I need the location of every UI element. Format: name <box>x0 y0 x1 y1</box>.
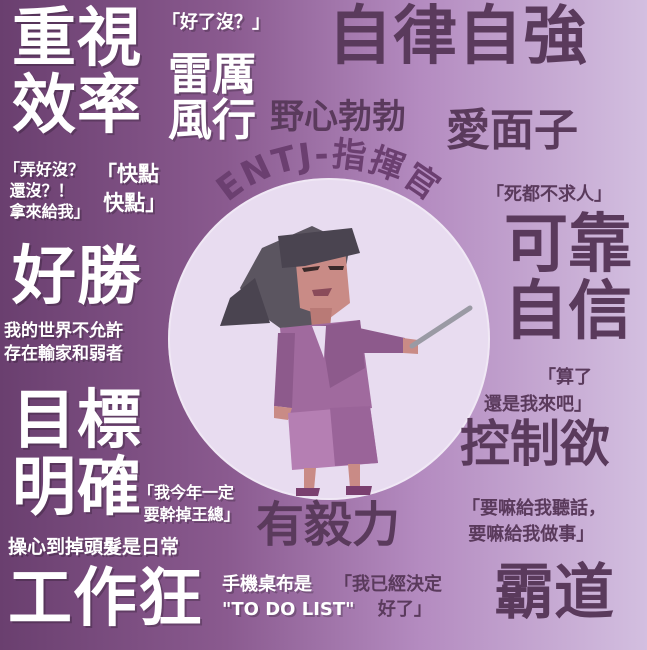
phrase-caoxin: 操心到掉頭髮是日常 <box>8 536 180 558</box>
phrase-yaoma: 「要嘛給我聽話， 要嘛給我做事」 <box>462 498 606 546</box>
phrase-zhongshi-xiaolv: 重視 效率 <box>12 2 142 144</box>
phrase-yexin-bobo: 野心勃勃 <box>270 97 406 137</box>
phrase-haosheng: 好勝 <box>12 240 142 314</box>
phrase-ai-mianzi: 愛面子 <box>446 105 578 156</box>
phrase-kekao-zixin: 可靠 自信 <box>504 208 632 350</box>
phrase-yijing-jueding: 「我已經決定 好了」 <box>334 574 442 621</box>
phrase-sidu-buqiuren: 「死都不求人」 <box>486 184 612 205</box>
phrase-badao: 霸道 <box>494 558 614 628</box>
phrase-leili-fengxing: 雷厲 風行 <box>168 49 256 147</box>
phrase-shouji-zhuobu: 手機桌布是 "TO DO LIST" <box>222 574 355 621</box>
phrase-haole-mei: 「好了沒？」 <box>162 12 270 33</box>
phrase-you-yili: 有毅力 <box>256 497 401 553</box>
phrase-mubiao-mingque: 目標 明確 <box>12 384 142 526</box>
phrase-kuaidian: 「快點 快點」 <box>96 162 167 216</box>
phrase-kongzhiyu: 控制欲 <box>460 415 610 473</box>
phrase-nonghao-mei: 「弄好沒？ 還沒？！ 拿來給我」 <box>4 160 90 221</box>
phrase-zilv-ziqiang: 自律自強 <box>328 0 588 74</box>
phrase-suanle: 「算了 還是我來吧」 <box>484 367 592 415</box>
phrase-jinnian-yiding: 「我今年一定 要幹掉王總」 <box>138 483 240 524</box>
phrase-wode-shijie: 我的世界不允許 存在輸家和弱者 <box>4 321 123 364</box>
phrase-gongzuokuang: 工作狂 <box>8 562 203 636</box>
businesswoman-pointing-icon <box>220 226 473 496</box>
